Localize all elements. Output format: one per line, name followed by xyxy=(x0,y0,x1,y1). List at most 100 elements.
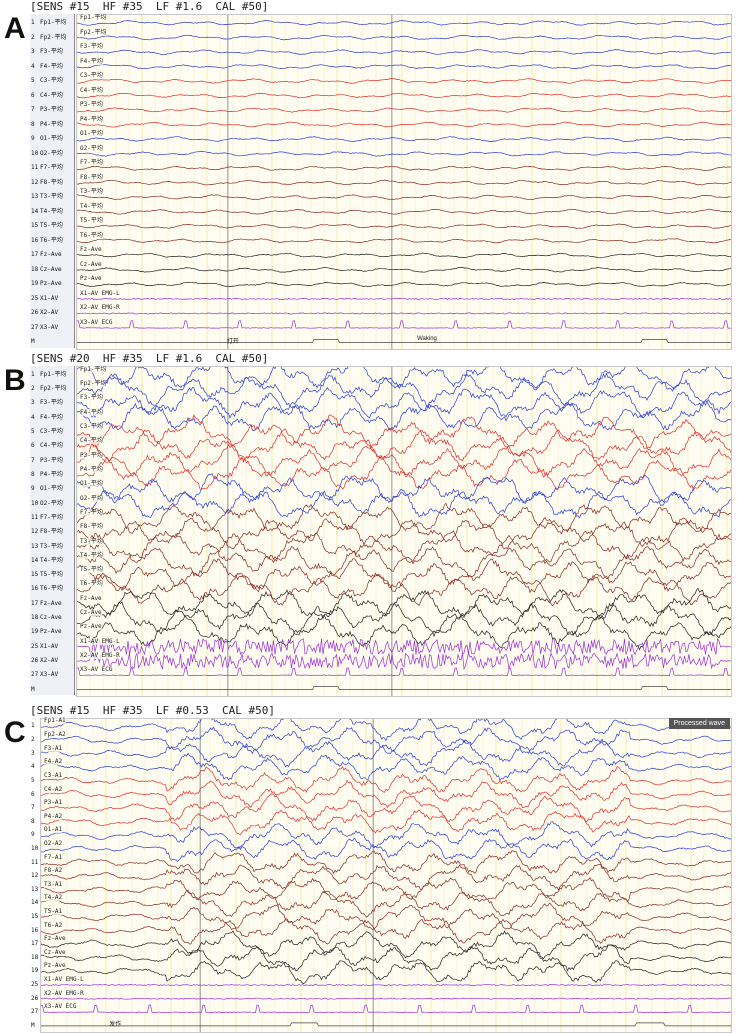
channel-trace xyxy=(77,473,731,504)
trace-label: T5-平均 xyxy=(80,566,103,574)
trace-label: Cz-Ave xyxy=(80,260,102,268)
channel-number: 6 xyxy=(31,442,35,450)
trace-label: O1-平均 xyxy=(80,130,103,138)
waveform-area[interactable] xyxy=(76,14,732,350)
channel-trace xyxy=(77,312,731,315)
channel-label[interactable]: Pz-Ave xyxy=(40,280,62,288)
trace-label: Fz-Ave xyxy=(80,246,102,254)
channel-trace xyxy=(77,587,731,619)
channel-label[interactable]: Fp2-平均 xyxy=(40,385,67,393)
waveform-area[interactable] xyxy=(76,366,732,697)
channel-label[interactable]: Fp2-平均 xyxy=(40,33,67,41)
waveform-area[interactable] xyxy=(40,718,732,1033)
channel-number: 9 xyxy=(31,135,35,143)
trace-label: O1-A1 xyxy=(44,826,63,834)
channel-trace xyxy=(77,34,731,41)
trace-label: P3-平均 xyxy=(80,451,103,459)
trace-label: F4-A2 xyxy=(44,758,63,766)
channel-trace xyxy=(41,779,731,809)
channel-label[interactable]: C3-平均 xyxy=(40,77,63,85)
channel-label[interactable]: F3-平均 xyxy=(40,48,63,56)
channel-trace xyxy=(77,223,731,229)
channel-number: 12 xyxy=(31,528,39,536)
channel-label[interactable]: F7-平均 xyxy=(40,164,63,172)
channel-label[interactable]: X3-AV xyxy=(40,671,59,679)
trace-label: Cz-Ave xyxy=(80,609,102,617)
event-annotation: 发作 xyxy=(109,1022,122,1028)
trace-label: X1-AV EMG-L xyxy=(80,289,120,297)
channel-label[interactable]: O2-平均 xyxy=(40,499,63,507)
channel-label[interactable]: T5-平均 xyxy=(40,571,63,579)
channel-label[interactable]: Fp1-平均 xyxy=(40,18,67,26)
channel-label[interactable]: O1-平均 xyxy=(40,485,63,493)
channel-trace xyxy=(77,367,731,392)
trace-label: Fp1-A1 xyxy=(44,717,66,725)
channel-label[interactable]: X2-AV xyxy=(40,309,59,317)
channel-label[interactable]: T6-平均 xyxy=(40,585,63,593)
channel-label[interactable]: Fz-Ave xyxy=(40,251,62,259)
channel-label[interactable]: C3-平均 xyxy=(40,428,63,436)
channel-number: 25 xyxy=(31,294,39,302)
channel-label[interactable]: Fz-Ave xyxy=(40,599,62,607)
channel-number: 17 xyxy=(31,599,39,607)
channel-number: 14 xyxy=(31,556,39,564)
channel-number: 13 xyxy=(31,542,39,550)
channel-label[interactable]: P4-平均 xyxy=(40,470,63,478)
channel-number: 1 xyxy=(31,370,35,378)
trace-label: T4-A2 xyxy=(44,894,63,902)
trace-label: O2-平均 xyxy=(80,494,103,502)
channel-label[interactable]: F4-平均 xyxy=(40,413,63,421)
channel-trace xyxy=(77,667,731,676)
channel-trace xyxy=(77,64,731,70)
channel-number: 6 xyxy=(31,91,35,99)
channel-label[interactable]: C4-平均 xyxy=(40,91,63,99)
channel-number: 18 xyxy=(31,953,39,961)
channel-number: 16 xyxy=(31,585,39,593)
channel-label[interactable]: F7-平均 xyxy=(40,513,63,521)
channel-label[interactable]: O2-平均 xyxy=(40,149,63,157)
channel-number: 12 xyxy=(31,178,39,186)
channel-label[interactable]: X1-AV xyxy=(40,294,59,302)
trace-label: F8-A2 xyxy=(44,867,63,875)
channel-trace xyxy=(77,179,731,186)
trace-label: Fp1-平均 xyxy=(80,13,107,21)
channel-label[interactable]: X3-AV xyxy=(40,323,59,331)
channel-trace xyxy=(77,456,731,492)
channel-label[interactable]: T6-平均 xyxy=(40,236,63,244)
channel-label[interactable]: P3-平均 xyxy=(40,106,63,114)
channel-label[interactable]: F4-平均 xyxy=(40,62,63,70)
panel-header-settings: [SENS #15 HF #35 LF #1.6 CAL #50] xyxy=(30,0,269,13)
channel-number: 10 xyxy=(31,844,39,852)
channel-label[interactable]: T4-平均 xyxy=(40,207,63,215)
trace-label: Fp2-A2 xyxy=(44,731,66,739)
channel-label[interactable]: Cz-Ave xyxy=(40,614,62,622)
trace-label: Pz-Ave xyxy=(80,623,102,631)
trace-label: T4-平均 xyxy=(80,551,103,559)
channel-number: 10 xyxy=(31,149,39,157)
channel-label[interactable]: F8-平均 xyxy=(40,178,63,186)
channel-label[interactable]: C4-平均 xyxy=(40,442,63,450)
channel-label[interactable]: F3-平均 xyxy=(40,399,63,407)
channel-number: 15 xyxy=(31,222,39,230)
channel-label[interactable]: T5-平均 xyxy=(40,222,63,230)
channel-label[interactable]: F8-平均 xyxy=(40,528,63,536)
channel-label[interactable]: P3-平均 xyxy=(40,456,63,464)
channel-label[interactable]: Fp1-平均 xyxy=(40,370,67,378)
channel-label[interactable]: X2-AV xyxy=(40,656,59,664)
channel-label[interactable]: P4-平均 xyxy=(40,120,63,128)
channel-label[interactable]: T3-平均 xyxy=(40,542,63,550)
channel-number: 8 xyxy=(31,470,35,478)
channel-label[interactable]: Pz-Ave xyxy=(40,628,62,636)
channel-label[interactable]: T3-平均 xyxy=(40,193,63,201)
channel-trace xyxy=(41,1022,731,1027)
trace-label: F3-平均 xyxy=(80,394,103,402)
channel-label[interactable]: O1-平均 xyxy=(40,135,63,143)
channel-label[interactable]: T4-平均 xyxy=(40,556,63,564)
trace-label: F3-平均 xyxy=(80,43,103,51)
channel-label[interactable]: X1-AV xyxy=(40,642,59,650)
channel-label[interactable]: Cz-Ave xyxy=(40,265,62,273)
channel-trace xyxy=(77,517,731,550)
channel-trace xyxy=(77,339,731,343)
channel-number: M xyxy=(31,338,35,346)
channel-trace xyxy=(41,944,731,972)
